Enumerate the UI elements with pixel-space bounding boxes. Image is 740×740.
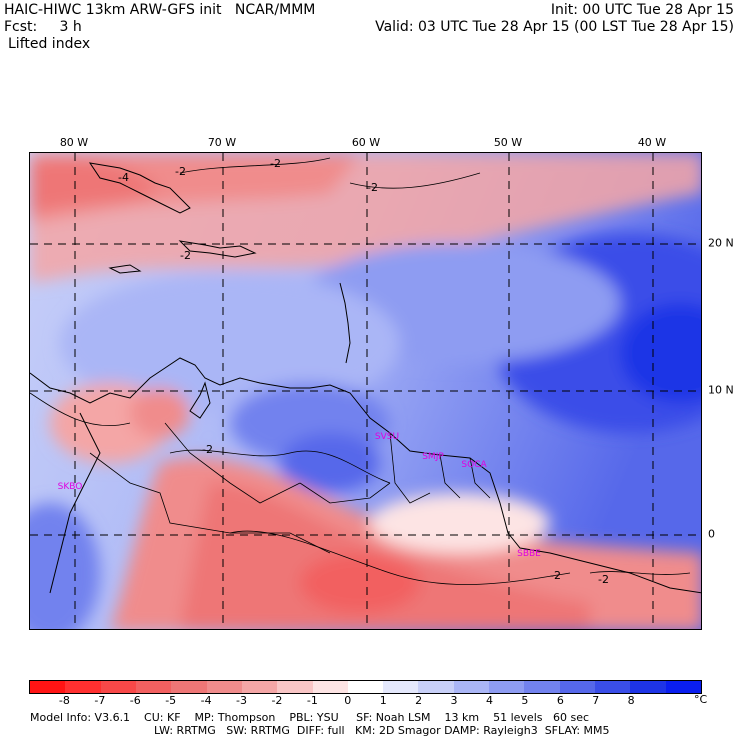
- map-canvas: -2 -2 -2 -2 -2 -2 -2 -4: [30, 153, 701, 629]
- lat-label-20n: 20 N: [708, 236, 734, 250]
- country-borders: [89, 422, 491, 554]
- colorbar-swatch: [383, 681, 419, 693]
- lon-label-50w: 50 W: [493, 136, 523, 149]
- contour-label: -4: [118, 171, 129, 184]
- station-label: SBBE: [517, 549, 541, 559]
- colorbar-swatch: [100, 681, 136, 693]
- contour-label: -2: [550, 569, 561, 582]
- colorbar-swatch: [347, 681, 384, 693]
- colorbar-tick-label: 5: [521, 694, 529, 707]
- colorbar-swatch: [171, 681, 207, 693]
- lon-label-70w: 70 W: [207, 136, 237, 149]
- lon-label-80w: 80 W: [59, 136, 89, 149]
- forecast-hour: Fcst: 3 h: [4, 19, 82, 35]
- lon-label-40w: 40 W: [637, 136, 667, 149]
- contour-label: -2: [270, 157, 281, 170]
- colorbar-tick-label: -3: [236, 694, 247, 707]
- colorbar-tick-label: 0: [344, 694, 352, 707]
- colorbar-swatch: [135, 681, 172, 693]
- station-label: SKBO: [57, 482, 83, 492]
- colorbar-tick-label: -4: [200, 694, 212, 707]
- colorbar-tick-label: -1: [306, 694, 318, 707]
- colorbar-swatch: [453, 681, 490, 693]
- colorbar-tick-label: 6: [556, 694, 564, 707]
- colorbar-tick-label: 8: [627, 694, 635, 707]
- lon-label-60w: 60 W: [351, 136, 381, 149]
- colorbar-swatch: [595, 681, 631, 693]
- colorbar-tick-label: 7: [592, 694, 600, 707]
- colorbar-tick-label: 4: [485, 694, 493, 707]
- contour-label: -2: [175, 165, 186, 178]
- colorbar-swatch: [489, 681, 525, 693]
- model-info-line1: Model Info: V3.6.1 CU: KF MP: Thompson P…: [30, 711, 590, 724]
- contour-label-group: -2 -2 -2 -2 -2 -2 -2 -4: [118, 157, 609, 586]
- colorbar-swatch: [312, 681, 348, 693]
- field-name: Lifted index: [8, 36, 91, 52]
- contour-lines: [30, 157, 691, 585]
- station-label: SMJP: [422, 452, 444, 462]
- field-shading: [30, 153, 701, 629]
- colorbar-tick-label: -2: [271, 694, 283, 707]
- colorbar-tick-label: -7: [94, 694, 106, 707]
- colorbar-swatch: [559, 681, 595, 693]
- contour-label: -2: [367, 181, 378, 194]
- colorbar-swatch: [418, 681, 454, 693]
- colorbar-swatch: [65, 681, 101, 693]
- lat-label-equator: 0: [708, 527, 715, 541]
- colorbar-tick-label: -6: [129, 694, 141, 707]
- colorbar-unit: °C: [694, 693, 708, 706]
- colorbar-swatch: [630, 681, 666, 693]
- init-time: Init: 00 UTC Tue 28 Apr 15: [550, 2, 734, 18]
- colorbar: [29, 680, 702, 694]
- colorbar-tick-label: -8: [58, 694, 70, 707]
- valid-time: Valid: 03 UTC Tue 28 Apr 15 (00 LST Tue …: [375, 19, 734, 35]
- station-label: SOCA: [461, 460, 487, 470]
- graticule: [30, 153, 701, 629]
- contour-label: -2: [598, 573, 609, 586]
- colorbar-swatch: [30, 681, 66, 693]
- lifted-index-map: -2 -2 -2 -2 -2 -2 -2 -4: [29, 152, 702, 630]
- colorbar-tick-label: 3: [450, 694, 458, 707]
- colorbar-tick-label: 1: [379, 694, 387, 707]
- coastlines: [30, 162, 701, 594]
- station-label: SVSU: [374, 432, 400, 442]
- colorbar-swatch: [665, 681, 701, 693]
- model-info-line2: LW: RRTMG SW: RRTMG DIFF: full KM: 2D Sm…: [154, 724, 610, 737]
- contour-label: -2: [202, 443, 213, 456]
- colorbar-swatch: [241, 681, 278, 693]
- colorbar-swatch: [206, 681, 242, 693]
- colorbar-swatch: [524, 681, 560, 693]
- colorbar-swatch: [277, 681, 313, 693]
- lat-label-10n: 10 N: [708, 383, 734, 397]
- colorbar-tick-label: -5: [165, 694, 177, 707]
- model-title: HAIC-HIWC 13km ARW-GFS init NCAR/MMM: [4, 2, 316, 18]
- colorbar-tick-label: 2: [415, 694, 423, 707]
- contour-label: -2: [180, 249, 191, 262]
